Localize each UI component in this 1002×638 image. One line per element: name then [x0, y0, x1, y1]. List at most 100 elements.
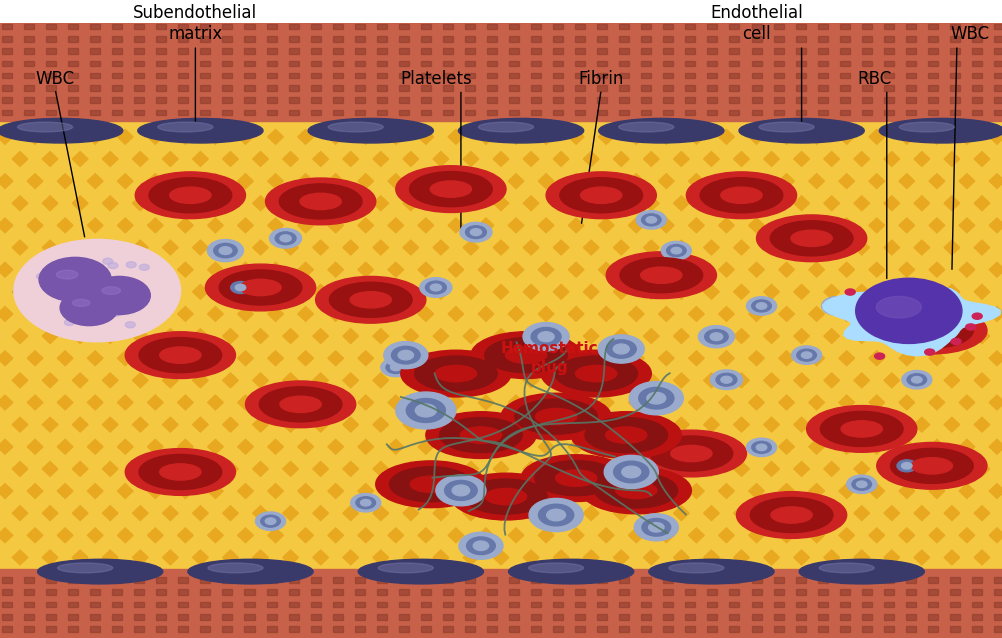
FancyBboxPatch shape [663, 614, 673, 619]
Polygon shape [628, 130, 644, 144]
Circle shape [671, 248, 681, 254]
Polygon shape [313, 506, 329, 521]
Ellipse shape [720, 187, 763, 204]
Polygon shape [268, 395, 284, 410]
Ellipse shape [571, 412, 681, 459]
FancyBboxPatch shape [663, 110, 673, 115]
FancyBboxPatch shape [928, 61, 938, 66]
Ellipse shape [636, 430, 746, 477]
FancyBboxPatch shape [972, 48, 982, 54]
FancyBboxPatch shape [531, 24, 541, 29]
Polygon shape [192, 196, 208, 211]
FancyBboxPatch shape [840, 85, 850, 91]
Polygon shape [598, 528, 614, 543]
Polygon shape [27, 262, 43, 277]
Polygon shape [478, 130, 494, 144]
Circle shape [792, 346, 822, 364]
Polygon shape [989, 306, 1002, 322]
Polygon shape [222, 506, 238, 521]
Polygon shape [538, 395, 554, 410]
FancyBboxPatch shape [289, 614, 299, 619]
Polygon shape [929, 395, 945, 410]
FancyBboxPatch shape [906, 85, 916, 91]
Polygon shape [809, 484, 825, 498]
Circle shape [746, 438, 777, 457]
Polygon shape [899, 130, 915, 144]
FancyBboxPatch shape [796, 85, 806, 91]
Polygon shape [628, 306, 644, 322]
FancyBboxPatch shape [862, 602, 872, 607]
Polygon shape [177, 351, 193, 366]
Polygon shape [688, 572, 704, 587]
Polygon shape [628, 572, 644, 587]
Polygon shape [493, 240, 509, 255]
FancyBboxPatch shape [663, 61, 673, 66]
FancyBboxPatch shape [509, 85, 519, 91]
FancyBboxPatch shape [222, 590, 232, 595]
FancyBboxPatch shape [112, 48, 122, 54]
Polygon shape [989, 130, 1002, 144]
Polygon shape [523, 461, 539, 477]
Polygon shape [373, 550, 389, 565]
FancyBboxPatch shape [796, 110, 806, 115]
FancyBboxPatch shape [663, 85, 673, 91]
Polygon shape [643, 506, 659, 521]
Polygon shape [914, 285, 930, 299]
Polygon shape [237, 351, 254, 366]
FancyBboxPatch shape [597, 61, 607, 66]
FancyBboxPatch shape [178, 61, 188, 66]
Polygon shape [12, 417, 28, 432]
Polygon shape [748, 130, 765, 144]
Circle shape [114, 276, 124, 283]
Polygon shape [899, 572, 915, 587]
FancyBboxPatch shape [443, 85, 453, 91]
FancyBboxPatch shape [663, 24, 673, 29]
Polygon shape [764, 506, 780, 521]
FancyBboxPatch shape [24, 73, 34, 78]
FancyBboxPatch shape [267, 577, 277, 582]
Polygon shape [628, 351, 644, 366]
Polygon shape [42, 240, 58, 255]
FancyBboxPatch shape [443, 24, 453, 29]
Circle shape [381, 358, 411, 376]
Polygon shape [884, 506, 900, 521]
Polygon shape [508, 130, 524, 144]
Polygon shape [358, 351, 374, 366]
FancyBboxPatch shape [377, 110, 387, 115]
FancyBboxPatch shape [729, 110, 739, 115]
Polygon shape [283, 373, 299, 388]
Polygon shape [268, 484, 284, 498]
Polygon shape [448, 484, 464, 498]
FancyBboxPatch shape [24, 602, 34, 607]
FancyBboxPatch shape [906, 24, 916, 29]
Polygon shape [538, 440, 554, 454]
Polygon shape [207, 130, 223, 144]
FancyBboxPatch shape [884, 36, 894, 41]
FancyBboxPatch shape [443, 73, 453, 78]
Circle shape [752, 300, 772, 312]
FancyBboxPatch shape [729, 590, 739, 595]
Polygon shape [0, 528, 13, 543]
Polygon shape [192, 461, 208, 477]
Polygon shape [959, 528, 975, 543]
Polygon shape [418, 572, 434, 587]
Circle shape [704, 329, 728, 344]
Ellipse shape [401, 350, 511, 397]
Polygon shape [839, 218, 855, 233]
Polygon shape [27, 174, 43, 188]
FancyBboxPatch shape [333, 48, 343, 54]
FancyBboxPatch shape [465, 48, 475, 54]
Polygon shape [358, 572, 374, 587]
FancyBboxPatch shape [377, 98, 387, 103]
Polygon shape [177, 262, 193, 277]
FancyBboxPatch shape [994, 602, 1002, 607]
FancyBboxPatch shape [950, 590, 960, 595]
Polygon shape [688, 528, 704, 543]
Polygon shape [854, 152, 870, 167]
Polygon shape [478, 528, 494, 543]
Polygon shape [283, 417, 299, 432]
FancyBboxPatch shape [553, 61, 563, 66]
Circle shape [266, 518, 276, 524]
Polygon shape [177, 218, 193, 233]
FancyBboxPatch shape [685, 24, 695, 29]
